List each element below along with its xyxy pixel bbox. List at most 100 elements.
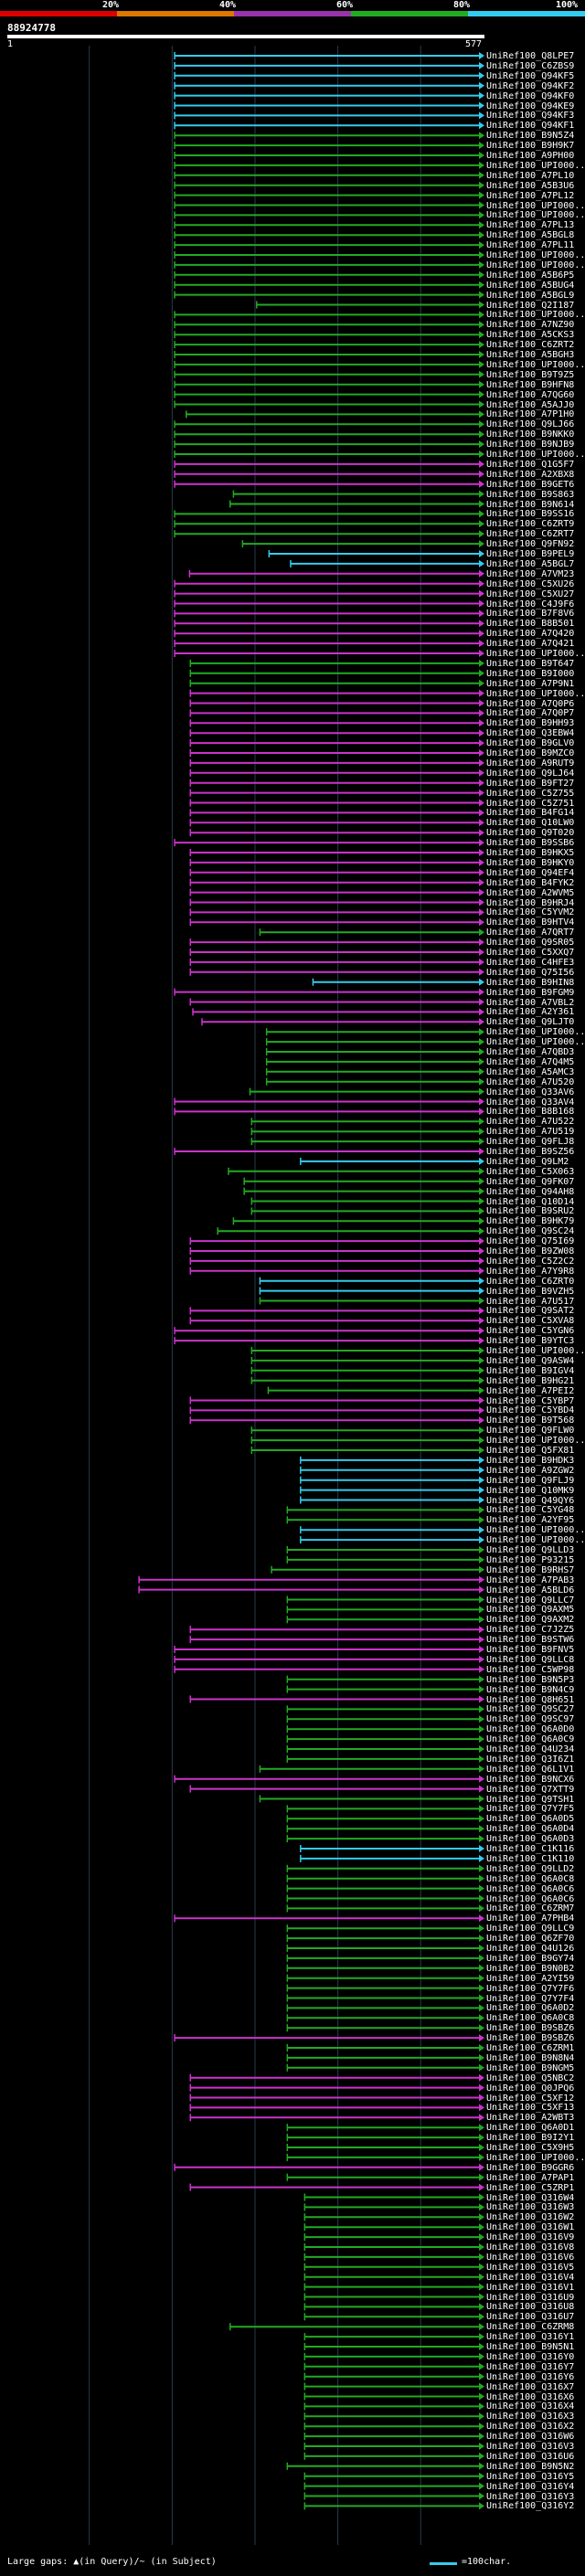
hit-label[interactable]: UniRef100_Q316X7	[486, 2381, 575, 2392]
hit-label[interactable]: UniRef100_B9N5P3	[486, 1674, 575, 1685]
hit-track[interactable]	[303, 2482, 484, 2490]
hit-label[interactable]: UniRef100_Q3I6Z1	[486, 1754, 575, 1765]
hit-track[interactable]	[174, 171, 484, 179]
hit-label[interactable]: UniRef100_A7Q420	[486, 629, 575, 640]
hit-label[interactable]: UniRef100_A5BLD6	[486, 1585, 575, 1595]
hit-label[interactable]: UniRef100_A7VBL2	[486, 997, 575, 1008]
hit-track[interactable]	[300, 1854, 484, 1862]
hit-track[interactable]	[286, 1745, 484, 1753]
hit-label[interactable]: UniRef100_Q9LJT0	[486, 1017, 575, 1028]
hit-track[interactable]	[189, 898, 484, 906]
hit-label[interactable]: UniRef100_A7PAB3	[486, 1574, 575, 1585]
hit-label[interactable]: UniRef100_Q94AH8	[486, 1186, 575, 1197]
hit-label[interactable]: UniRef100_UPI000..	[486, 200, 585, 211]
hit-track[interactable]	[174, 2163, 484, 2171]
hit-label[interactable]: UniRef100_A7QG60	[486, 389, 575, 400]
hit-track[interactable]	[286, 1864, 484, 1872]
hit-track[interactable]	[189, 709, 484, 717]
hit-label[interactable]: UniRef100_A7Q0P6	[486, 698, 575, 709]
hit-label[interactable]: UniRef100_Q316U7	[486, 2312, 575, 2323]
hit-label[interactable]: UniRef100_Q316V1	[486, 2282, 575, 2293]
hit-label[interactable]: UniRef100_UPI000..	[486, 1346, 585, 1356]
hit-label[interactable]: UniRef100_Q316U8	[486, 2302, 575, 2313]
hit-label[interactable]: UniRef100_B9SBZ6	[486, 2033, 575, 2044]
hit-label[interactable]: UniRef100_Q9LM2	[486, 1156, 569, 1167]
hit-label[interactable]: UniRef100_A7U519	[486, 1127, 575, 1138]
hit-label[interactable]: UniRef100_Q2I187	[486, 300, 575, 311]
hit-label[interactable]: UniRef100_C5Z2C2	[486, 1256, 575, 1267]
hit-track[interactable]	[174, 122, 484, 130]
hit-track[interactable]	[250, 1138, 484, 1146]
hit-track[interactable]	[189, 1256, 484, 1265]
hit-track[interactable]	[138, 1575, 484, 1584]
hit-label[interactable]: UniRef100_A9PH00	[486, 151, 575, 161]
hit-label[interactable]: UniRef100_B4FYK2	[486, 877, 575, 888]
hit-track[interactable]	[189, 679, 484, 687]
hit-track[interactable]	[286, 1964, 484, 1972]
hit-label[interactable]: UniRef100_Q75I69	[486, 1236, 575, 1247]
hit-track[interactable]	[189, 2104, 484, 2112]
hit-track[interactable]	[232, 490, 484, 498]
hit-label[interactable]: UniRef100_B9HFN8	[486, 379, 575, 390]
hit-label[interactable]: UniRef100_Q316V4	[486, 2272, 575, 2283]
hit-track[interactable]	[189, 949, 484, 956]
hit-track[interactable]	[303, 2392, 484, 2401]
hit-label[interactable]: UniRef100_B9YTC3	[486, 1336, 575, 1347]
hit-label[interactable]: UniRef100_C7J2Z5	[486, 1625, 575, 1636]
hit-label[interactable]: UniRef100_Q316W4	[486, 2192, 575, 2203]
hit-label[interactable]: UniRef100_C6ZRT2	[486, 340, 575, 351]
hit-track[interactable]	[174, 341, 484, 349]
hit-track[interactable]	[174, 260, 484, 269]
hit-label[interactable]: UniRef100_B9SSB6	[486, 838, 575, 849]
hit-label[interactable]: UniRef100_A2YF95	[486, 1515, 575, 1526]
hit-track[interactable]	[174, 589, 484, 598]
hit-label[interactable]: UniRef100_C6ZRM1	[486, 2043, 575, 2053]
hit-label[interactable]: UniRef100_UPI000..	[486, 160, 585, 171]
hit-label[interactable]: UniRef100_Q94KF2	[486, 80, 575, 91]
hit-track[interactable]	[189, 729, 484, 737]
hit-label[interactable]: UniRef100_UPI000..	[486, 359, 585, 370]
hit-track[interactable]	[189, 799, 484, 807]
hit-track[interactable]	[286, 1984, 484, 1992]
hit-track[interactable]	[174, 390, 484, 398]
hit-track[interactable]	[189, 968, 484, 976]
hit-label[interactable]: UniRef100_B9HKX5	[486, 848, 575, 858]
hit-track[interactable]	[174, 1148, 484, 1155]
hit-track[interactable]	[174, 640, 484, 648]
hit-track[interactable]	[286, 1616, 484, 1624]
hit-track[interactable]	[189, 1785, 484, 1793]
hit-track[interactable]	[259, 1277, 484, 1285]
hit-label[interactable]: UniRef100_C5YG48	[486, 1505, 575, 1516]
hit-track[interactable]	[174, 480, 484, 488]
hit-track[interactable]	[300, 1456, 484, 1464]
hit-track[interactable]	[174, 839, 484, 847]
hit-track[interactable]	[286, 1884, 484, 1892]
hit-track[interactable]	[174, 1914, 484, 1923]
hit-label[interactable]: UniRef100_Q75I56	[486, 967, 575, 978]
hit-track[interactable]	[303, 2492, 484, 2500]
hit-label[interactable]: UniRef100_B9S863	[486, 489, 575, 500]
hit-track[interactable]	[267, 1386, 484, 1394]
hit-track[interactable]	[174, 530, 484, 538]
hit-label[interactable]: UniRef100_A5CKS3	[486, 330, 575, 341]
hit-label[interactable]: UniRef100_B9HH93	[486, 718, 575, 729]
hit-label[interactable]: UniRef100_A7NZ90	[486, 320, 575, 331]
hit-label[interactable]: UniRef100_Q9SC27	[486, 1704, 575, 1715]
hit-track[interactable]	[188, 569, 484, 578]
hit-track[interactable]	[232, 1217, 484, 1225]
hit-label[interactable]: UniRef100_B9SZ56	[486, 1147, 575, 1157]
hit-track[interactable]	[174, 430, 484, 439]
hit-label[interactable]: UniRef100_B9HKY0	[486, 857, 575, 868]
hit-label[interactable]: UniRef100_A7PEI2	[486, 1385, 575, 1396]
hit-label[interactable]: UniRef100_Q6A0D4	[486, 1824, 575, 1835]
hit-track[interactable]	[189, 739, 484, 747]
hit-track[interactable]	[189, 749, 484, 757]
hit-label[interactable]: UniRef100_C5Z755	[486, 788, 575, 799]
hit-track[interactable]	[286, 1874, 484, 1882]
hit-label[interactable]: UniRef100_B9GY74	[486, 1953, 575, 1964]
hit-label[interactable]: UniRef100_UPI000..	[486, 688, 585, 699]
hit-label[interactable]: UniRef100_C5Z751	[486, 798, 575, 809]
hit-label[interactable]: UniRef100_Q6A0D5	[486, 1814, 575, 1825]
hit-label[interactable]: UniRef100_Q94EF4	[486, 867, 575, 878]
hit-label[interactable]: UniRef100_B9SBZ6	[486, 2023, 575, 2034]
